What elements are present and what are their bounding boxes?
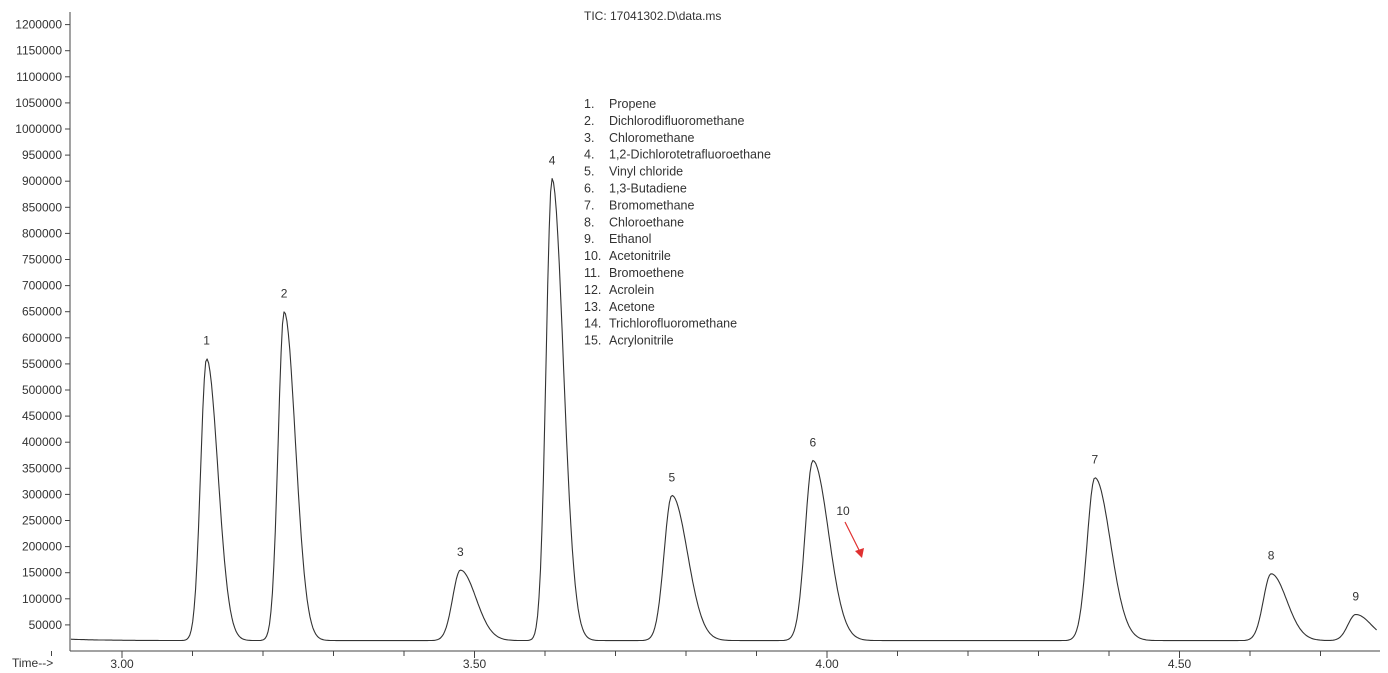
legend-number: 5. <box>584 165 594 179</box>
peak-label-2: 2 <box>281 287 288 301</box>
legend-compound: Chloromethane <box>609 131 695 145</box>
y-tick-label: 550000 <box>22 357 62 371</box>
peak-label-3: 3 <box>457 545 464 559</box>
x-tick-label: 3.50 <box>463 657 487 671</box>
legend-compound: Acrylonitrile <box>609 334 674 348</box>
legend-number: 14. <box>584 317 601 331</box>
x-axis-label: Time--> <box>12 656 53 670</box>
legend-number: 2. <box>584 114 594 128</box>
legend-compound: 1,3-Butadiene <box>609 182 687 196</box>
peak-label-9: 9 <box>1352 589 1359 603</box>
legend-compound: Bromoethene <box>609 266 684 280</box>
y-ticks: 50000 100000 150000 200000 250000 300000 35000… <box>15 18 70 632</box>
axes <box>69 12 1380 652</box>
legend-number: 7. <box>584 198 594 212</box>
x-tick-label: 4.50 <box>1168 657 1192 671</box>
legend-compound: Trichlorofluoromethane <box>609 317 737 331</box>
peak-label-4: 4 <box>549 154 556 168</box>
legend-compound: Acrolein <box>609 283 654 297</box>
peak-label-6: 6 <box>810 435 817 449</box>
legend-number: 15. <box>584 334 601 348</box>
legend-number: 12. <box>584 283 601 297</box>
y-tick-label: 150000 <box>22 566 62 580</box>
y-tick-label: 1050000 <box>15 96 62 110</box>
peak-label-5: 5 <box>669 470 676 484</box>
y-tick-label: 250000 <box>22 514 62 528</box>
x-tick-label: 4.00 <box>815 657 839 671</box>
x-ticks: 3.003.504.004.505.005.506.00 <box>51 651 1321 671</box>
legend-number: 1. <box>584 97 594 111</box>
y-tick-label: 800000 <box>22 226 62 240</box>
tic-trace <box>70 178 1377 642</box>
legend-compound: Vinyl chloride <box>609 165 683 179</box>
y-tick-label: 200000 <box>22 540 62 554</box>
y-tick-label: 1150000 <box>16 44 62 58</box>
legend-number: 6. <box>584 182 594 196</box>
legend-number: 3. <box>584 131 594 145</box>
y-tick-label: 300000 <box>22 487 62 501</box>
compound-legend: 1. Propene 2. Dichlorodifluoromethane 3. Chlo… <box>584 97 771 348</box>
y-tick-label: 950000 <box>22 148 62 162</box>
y-tick-label: 500000 <box>22 383 62 397</box>
peak-label-1: 1 <box>203 334 210 348</box>
legend-compound: Propene <box>609 97 656 111</box>
y-tick-label: 600000 <box>22 331 62 345</box>
y-tick-label: 400000 <box>22 435 62 449</box>
y-tick-label: 100000 <box>22 592 62 606</box>
chart-title: TIC: 17041302.D\data.ms <box>584 9 721 23</box>
legend-number: 11. <box>584 266 600 280</box>
arrow-shaft <box>844 521 861 553</box>
legend-number: 4. <box>584 148 594 162</box>
y-tick-label: 450000 <box>22 409 62 423</box>
y-tick-label: 650000 <box>22 305 62 319</box>
y-tick-label: 900000 <box>22 174 62 188</box>
legend-compound: Dichlorodifluoromethane <box>609 114 745 128</box>
legend-number: 10. <box>584 249 601 263</box>
legend-compound: Acetonitrile <box>609 249 671 263</box>
legend-number: 9. <box>584 232 594 246</box>
y-tick-label: 50000 <box>29 618 63 632</box>
legend-compound: Acetone <box>609 300 655 314</box>
y-tick-label: 1100000 <box>16 70 62 84</box>
peak-label-8: 8 <box>1268 549 1275 563</box>
legend-number: 8. <box>584 215 594 229</box>
legend-compound: Chloroethane <box>609 215 684 229</box>
y-tick-label: 350000 <box>22 461 62 475</box>
y-tick-label: 700000 <box>22 279 62 293</box>
y-tick-label: 1000000 <box>15 122 62 136</box>
x-tick-label: 3.00 <box>110 657 134 671</box>
peak-labels: 123456789101112131415 <box>203 154 1359 604</box>
peak-label-10: 10 <box>836 504 850 518</box>
legend-number: 13. <box>584 300 601 314</box>
legend-compound: Ethanol <box>609 232 651 246</box>
y-tick-label: 850000 <box>22 200 62 214</box>
legend-compound: Bromomethane <box>609 198 695 212</box>
legend-compound: 1,2-Dichlorotetrafluoroethane <box>609 148 771 162</box>
arrow-head <box>855 548 864 558</box>
peak-10-arrow <box>844 521 864 558</box>
peak-label-7: 7 <box>1092 453 1099 467</box>
y-tick-label: 1200000 <box>15 18 62 32</box>
y-tick-label: 750000 <box>22 253 62 267</box>
